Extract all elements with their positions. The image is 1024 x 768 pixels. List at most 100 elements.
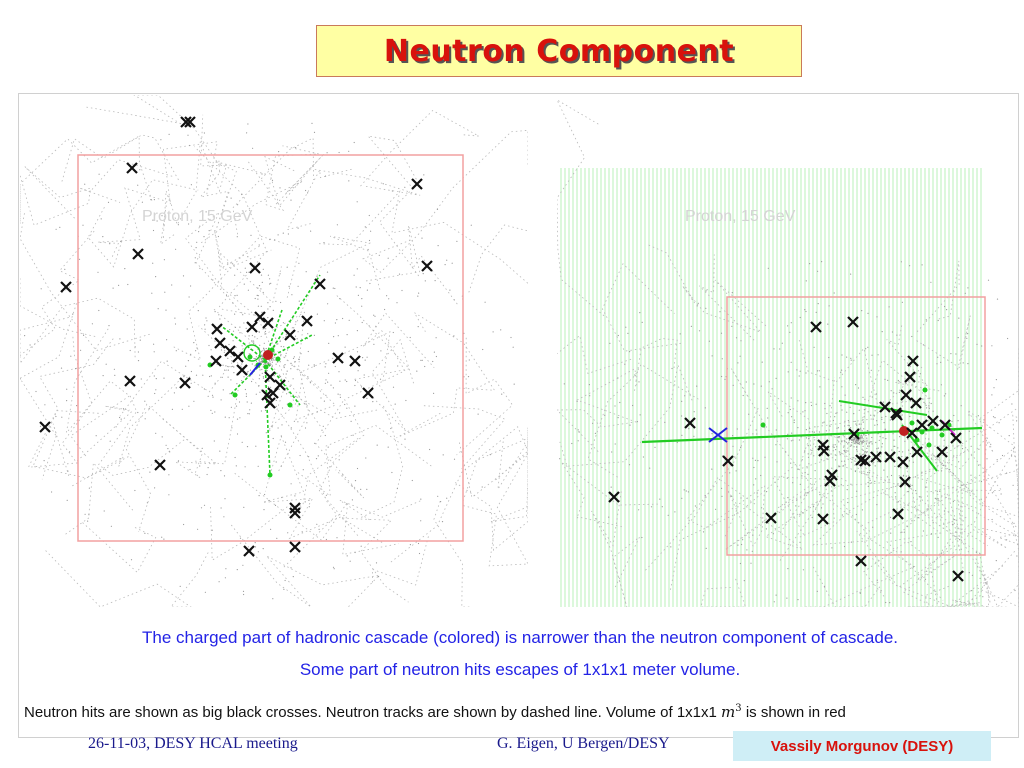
- hit-dot: [881, 331, 883, 333]
- hit-dot: [275, 399, 277, 401]
- hit-dot: [865, 348, 867, 350]
- hit-dot: [625, 326, 627, 328]
- charged-hit: [275, 356, 281, 362]
- footer-authors: G. Eigen, U Bergen/DESY: [497, 735, 670, 752]
- hit-dot: [840, 371, 842, 373]
- hit-dot: [939, 490, 941, 492]
- hit-dot: [891, 449, 893, 451]
- hit-dot: [817, 303, 819, 305]
- hit-dot: [363, 374, 365, 376]
- neutron-hit-cross: [859, 455, 871, 467]
- hit-dot: [258, 244, 260, 246]
- hit-dot: [775, 377, 777, 379]
- hit-dot: [324, 382, 326, 384]
- hit-dot: [243, 376, 245, 378]
- hit-dot: [851, 441, 853, 444]
- hit-dot: [953, 455, 955, 457]
- hit-dot: [873, 414, 875, 416]
- hit-dot: [876, 316, 878, 318]
- hit-dot: [834, 454, 836, 456]
- hit-dot: [248, 335, 250, 337]
- hit-dot: [262, 548, 264, 550]
- hit-dot: [236, 569, 238, 571]
- hit-dot: [297, 227, 299, 229]
- hit-dot: [849, 445, 851, 447]
- hit-dot: [836, 412, 838, 414]
- neutron-hit-cross: [301, 315, 313, 327]
- hit-dot: [286, 370, 288, 372]
- hit-dot: [760, 474, 762, 477]
- hit-dot: [199, 267, 201, 269]
- hit-dot: [828, 356, 830, 359]
- hit-dot: [366, 289, 368, 291]
- hit-dot: [960, 405, 962, 407]
- hit-dot: [617, 377, 619, 379]
- hit-dot: [223, 351, 225, 353]
- hit-dot: [168, 494, 170, 496]
- hit-dot: [849, 406, 851, 408]
- neutron-track: [264, 155, 319, 207]
- hit-dot: [379, 378, 382, 380]
- neutron-hit-cross: [899, 476, 911, 488]
- hit-dot: [943, 430, 945, 432]
- hit-dot: [930, 281, 932, 283]
- hit-dot: [166, 360, 168, 362]
- hit-dot: [227, 262, 229, 264]
- hit-dot: [768, 381, 770, 383]
- hit-dot: [224, 498, 226, 500]
- hit-dot: [272, 359, 274, 361]
- hit-dot: [874, 424, 876, 426]
- hit-dot: [262, 359, 264, 361]
- hit-dot: [241, 345, 243, 347]
- hit-dot: [269, 363, 271, 365]
- hit-dot: [614, 405, 616, 407]
- hit-dot: [66, 388, 68, 390]
- hit-dot: [263, 342, 265, 344]
- hit-dot: [1000, 493, 1002, 495]
- hit-dot: [636, 421, 638, 423]
- hit-dot: [482, 348, 484, 351]
- hit-dot: [629, 424, 631, 426]
- neutron-hit-cross: [249, 262, 261, 274]
- hit-dot: [140, 378, 142, 380]
- hit-dot: [752, 457, 754, 459]
- neutron-track: [459, 442, 528, 567]
- hit-dot: [855, 441, 857, 444]
- hit-dot: [761, 361, 763, 363]
- hit-dot: [1012, 484, 1014, 486]
- hit-dot: [957, 420, 959, 422]
- hit-dot: [923, 401, 925, 403]
- hit-dot: [862, 441, 864, 444]
- hit-dot: [59, 226, 61, 228]
- hit-dot: [843, 436, 845, 438]
- hit-dot: [802, 569, 804, 571]
- hit-dot: [235, 346, 237, 348]
- hit-dot: [841, 514, 843, 516]
- neutron-hit-cross: [224, 345, 236, 357]
- hit-dot: [171, 408, 173, 410]
- hit-dot: [861, 442, 863, 444]
- hit-dot: [921, 471, 923, 473]
- hit-dot: [805, 280, 807, 282]
- hit-dot: [617, 417, 619, 419]
- hit-dot: [492, 331, 494, 333]
- hit-dot: [274, 239, 276, 241]
- hit-dot: [391, 190, 393, 192]
- hit-dot: [305, 271, 307, 273]
- hit-dot: [280, 355, 282, 357]
- hit-dot: [339, 412, 341, 414]
- hit-dot: [404, 186, 406, 188]
- neutron-track: [20, 298, 79, 437]
- neutron-track: [997, 522, 1019, 563]
- hit-dot: [167, 448, 169, 450]
- hit-dot: [797, 427, 799, 429]
- hit-dot: [970, 474, 972, 476]
- hit-dot: [198, 231, 200, 233]
- hit-dot: [396, 487, 398, 489]
- hit-dot: [857, 387, 860, 389]
- hit-dot: [261, 372, 263, 374]
- charged-hit: [919, 429, 925, 435]
- hit-dot: [867, 471, 869, 474]
- hit-dot: [246, 271, 248, 273]
- neutron-track: [767, 366, 923, 456]
